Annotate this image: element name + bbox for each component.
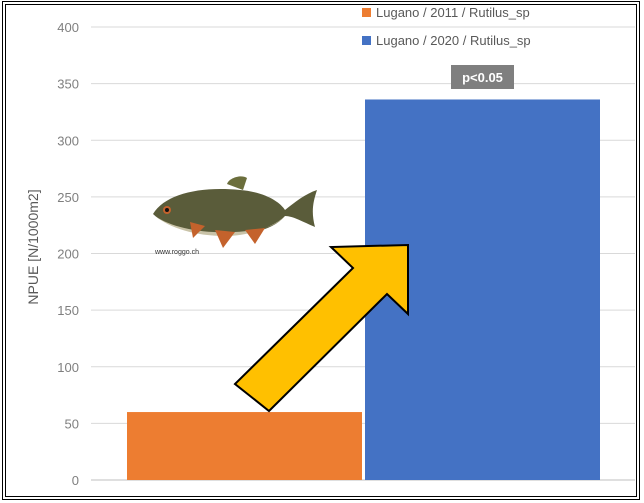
bar-2011	[127, 412, 362, 480]
legend-swatch	[362, 8, 371, 17]
legend-label: Lugano / 2011 / Rutilus_sp	[376, 5, 530, 20]
y-tick-label: 400	[57, 20, 79, 35]
significance-badge: p<0.05	[451, 65, 514, 89]
y-axis-label: NPUE [N/1000m2]	[25, 189, 41, 304]
y-tick-label: 100	[57, 360, 79, 375]
y-tick-label: 150	[57, 303, 79, 318]
legend-swatch	[362, 36, 371, 45]
legend: Lugano / 2011 / Rutilus_sp Lugano / 2020 …	[362, 5, 531, 48]
y-tick-label: 200	[57, 247, 79, 262]
legend-label: Lugano / 2020 / Rutilus_sp	[376, 33, 531, 48]
significance-text: p<0.05	[462, 70, 503, 85]
y-tick-label: 300	[57, 133, 79, 148]
chart-area: 0 50 100 150 200 250 300 350 400 NPUE [N/1000m2]…	[25, 5, 635, 488]
fish-image: www.roggo.ch	[153, 176, 317, 256]
image-credit: www.roggo.ch	[154, 249, 199, 256]
y-tick-label: 50	[65, 416, 79, 431]
trend-arrow	[233, 243, 409, 413]
y-axis-ticks: 0 50 100 150 200 250 300 350 400	[57, 20, 79, 488]
y-tick-label: 0	[72, 473, 79, 488]
y-tick-label: 350	[57, 77, 79, 92]
y-tick-label: 250	[57, 190, 79, 205]
